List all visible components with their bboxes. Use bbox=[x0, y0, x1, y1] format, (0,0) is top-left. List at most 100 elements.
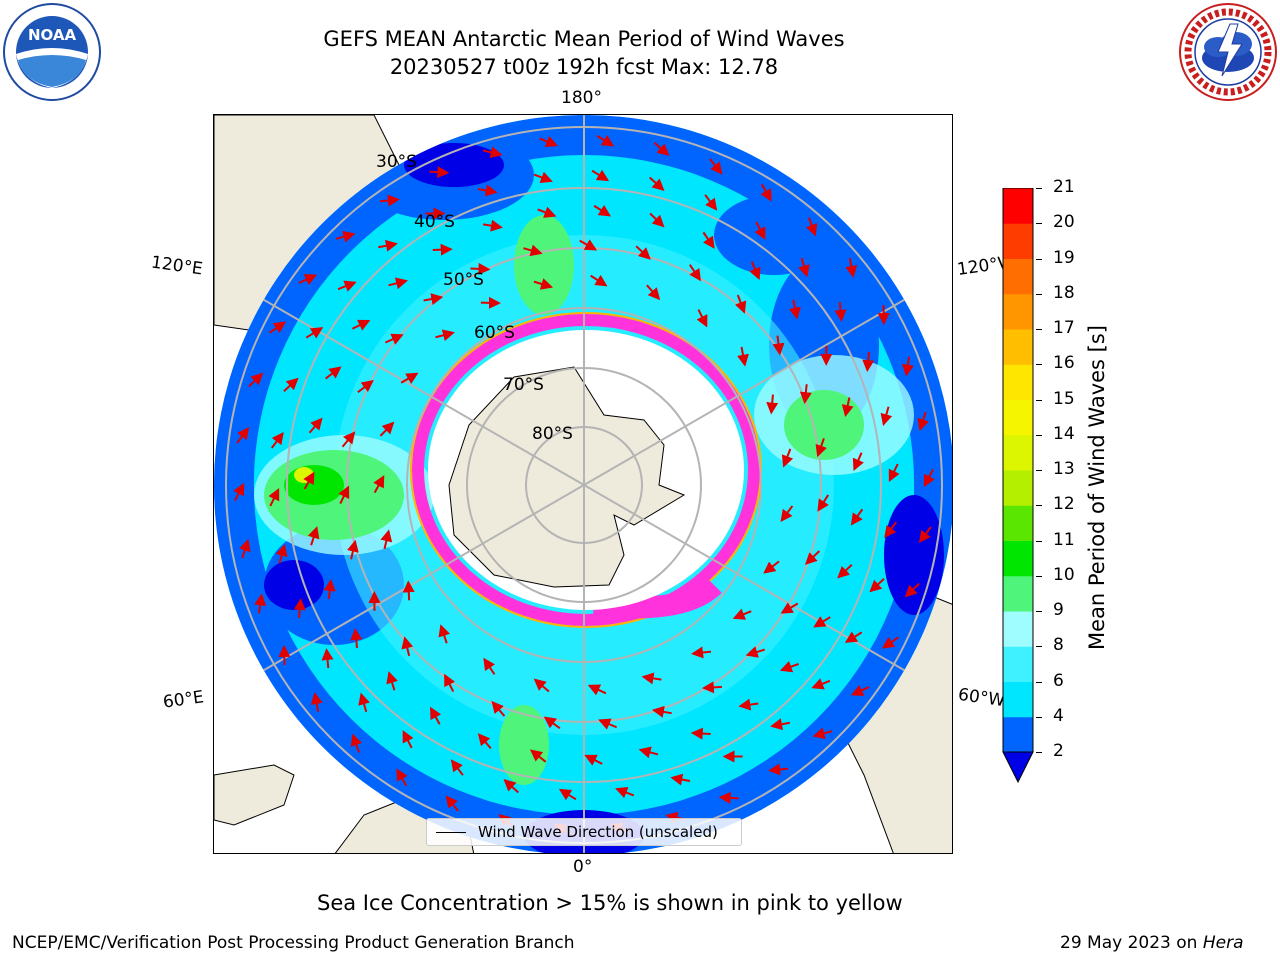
colorbar-label: Mean Period of Wind Waves [s] bbox=[1085, 325, 1109, 650]
colorbar-tick-label: 19 bbox=[1053, 247, 1075, 268]
colorbar-tick-label: 6 bbox=[1053, 670, 1064, 691]
wind-wave-arrow bbox=[325, 366, 342, 380]
colorbar-bin bbox=[1003, 575, 1033, 612]
colorbar-tick bbox=[1036, 505, 1042, 507]
wind-wave-arrow bbox=[268, 321, 287, 334]
wind-wave-arrow bbox=[766, 394, 779, 415]
wind-wave-arrow bbox=[384, 333, 404, 345]
wind-wave-arrow bbox=[779, 661, 799, 673]
wind-wave-arrow bbox=[789, 299, 801, 320]
wind-wave-arrow bbox=[598, 718, 618, 730]
wind-wave-arrow bbox=[704, 194, 718, 211]
map-legend: Wind Wave Direction (unscaled) bbox=[426, 818, 742, 846]
noaa-logo-text: NOAA bbox=[28, 26, 77, 44]
wind-wave-arrow bbox=[701, 681, 722, 694]
wind-wave-arrow bbox=[591, 169, 610, 182]
wind-wave-arrow bbox=[402, 730, 414, 749]
wind-wave-arrow bbox=[438, 624, 450, 644]
wind-wave-arrow bbox=[539, 135, 559, 148]
wind-wave-arrow bbox=[491, 700, 506, 717]
wind-wave-arrow bbox=[430, 706, 442, 725]
wind-wave-arrow bbox=[321, 648, 334, 669]
wind-wave-arrow bbox=[596, 134, 615, 147]
wind-wave-arrow bbox=[386, 671, 398, 691]
colorbar-bin bbox=[1003, 293, 1033, 330]
wind-wave-arrow bbox=[379, 194, 400, 207]
colorbar-tick bbox=[1036, 364, 1042, 366]
wind-wave-arrow bbox=[444, 673, 455, 693]
wind-wave-arrow bbox=[804, 550, 821, 565]
wind-wave-arrow bbox=[638, 746, 659, 759]
colorbar-tick bbox=[1036, 258, 1042, 260]
wind-wave-arrow bbox=[760, 183, 772, 202]
wind-wave-arrow bbox=[307, 526, 320, 546]
wind-wave-arrow bbox=[233, 482, 245, 502]
wind-wave-arrow bbox=[477, 184, 498, 197]
wind-wave-arrow bbox=[275, 543, 288, 564]
wind-wave-arrow bbox=[772, 335, 785, 356]
chart-title: GEFS MEAN Antarctic Mean Period of Wind … bbox=[323, 27, 845, 51]
wind-wave-arrow bbox=[813, 616, 831, 628]
wind-wave-arrow bbox=[738, 698, 759, 711]
wind-wave-arrow bbox=[373, 475, 385, 494]
wind-wave-arrow bbox=[388, 277, 408, 290]
wind-wave-arrow bbox=[811, 678, 831, 690]
wind-wave-arrow bbox=[350, 628, 363, 649]
wind-wave-arrow bbox=[308, 417, 323, 434]
wind-wave-arrow bbox=[236, 427, 250, 444]
wind-wave-arrow bbox=[923, 468, 935, 488]
polar-map bbox=[213, 114, 953, 854]
lat-label-50s: 50°S bbox=[443, 270, 484, 290]
wind-wave-arrow bbox=[357, 380, 374, 393]
wind-wave-arrow bbox=[709, 158, 723, 175]
colorbar-tick-label: 14 bbox=[1053, 423, 1075, 444]
wind-wave-arrow bbox=[533, 278, 554, 290]
colorbar-tick bbox=[1036, 329, 1042, 330]
wind-wave-arrow bbox=[917, 411, 929, 432]
wind-wave-arrow bbox=[379, 421, 395, 437]
wind-wave-arrow bbox=[537, 206, 557, 218]
wind-wave-arrow bbox=[587, 684, 607, 696]
colorbar-tick-label: 13 bbox=[1053, 459, 1075, 479]
colorbar-tick bbox=[1036, 575, 1042, 577]
wind-wave-arrow bbox=[483, 219, 503, 232]
colorbar-tick bbox=[1036, 223, 1042, 225]
wind-wave-arrow bbox=[239, 538, 251, 559]
colorbar-tick-label: 20 bbox=[1053, 212, 1075, 233]
wind-wave-arrow bbox=[781, 448, 794, 468]
colorbar-tick-label: 11 bbox=[1053, 529, 1075, 550]
wind-wave-arrow bbox=[380, 529, 393, 550]
wind-wave-arrow bbox=[337, 280, 357, 292]
colorbar-tick bbox=[1036, 611, 1042, 612]
wind-wave-arrow bbox=[815, 437, 827, 458]
lon-label-60w: 60°W bbox=[956, 684, 1007, 712]
colorbar-tick bbox=[1036, 188, 1042, 189]
footer-left: NCEP/EMC/Verification Post Processing Pr… bbox=[12, 933, 575, 953]
legend-line-swatch bbox=[436, 832, 466, 833]
wind-wave-arrow bbox=[649, 176, 665, 191]
wind-wave-arrow bbox=[834, 301, 847, 322]
wind-wave-arrow bbox=[689, 264, 701, 282]
wind-wave-arrow bbox=[732, 608, 752, 620]
lon-label-120e: 120°E bbox=[149, 252, 204, 280]
wind-wave-arrow bbox=[799, 384, 812, 405]
wind-wave-arrow bbox=[323, 579, 336, 600]
lat-label-70s: 70°S bbox=[503, 375, 544, 395]
wind-wave-arrow bbox=[649, 212, 665, 228]
colorbar-bin bbox=[1003, 505, 1033, 541]
wind-wave-arrow bbox=[268, 488, 280, 507]
nws-logo bbox=[1178, 2, 1278, 102]
wind-wave-arrow bbox=[670, 773, 691, 786]
colorbar-bin bbox=[1003, 646, 1033, 682]
colorbar-tick bbox=[1036, 540, 1042, 542]
wind-wave-arrow bbox=[350, 733, 363, 753]
legend-label: Wind Wave Direction (unscaled) bbox=[478, 823, 718, 841]
colorbar-tick bbox=[1036, 399, 1042, 401]
wind-wave-arrow bbox=[904, 582, 920, 598]
wind-wave-arrow bbox=[402, 580, 415, 601]
wind-wave-arrow bbox=[351, 319, 371, 331]
wind-wave-arrow bbox=[845, 258, 858, 278]
colorbar-bin bbox=[1003, 434, 1033, 471]
wind-wave-arrow bbox=[298, 274, 318, 286]
wind-wave-arrow bbox=[653, 142, 670, 157]
